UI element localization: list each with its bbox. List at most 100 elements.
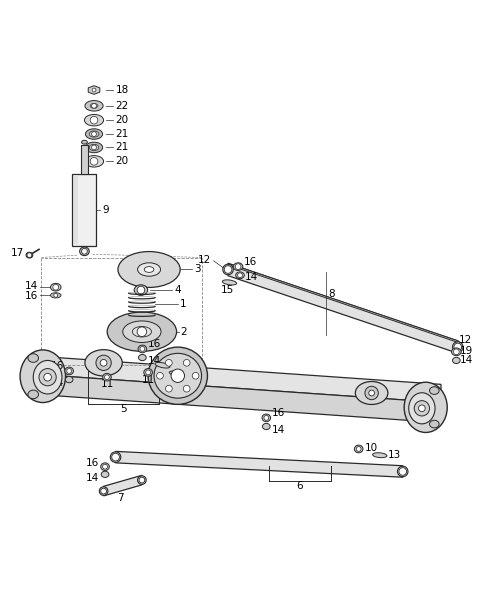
Circle shape <box>103 464 108 469</box>
Ellipse shape <box>65 367 73 375</box>
Text: 11: 11 <box>142 375 155 385</box>
Ellipse shape <box>132 327 152 337</box>
Ellipse shape <box>101 463 109 470</box>
Circle shape <box>399 468 407 475</box>
Text: 14: 14 <box>50 378 64 388</box>
Ellipse shape <box>85 101 103 111</box>
Text: 11: 11 <box>100 379 114 390</box>
Ellipse shape <box>169 371 184 377</box>
Circle shape <box>92 104 96 108</box>
Circle shape <box>53 284 59 290</box>
Circle shape <box>166 385 172 392</box>
Text: 19: 19 <box>460 347 473 356</box>
Ellipse shape <box>236 272 244 279</box>
Ellipse shape <box>123 321 161 342</box>
Text: 2: 2 <box>180 327 187 337</box>
Ellipse shape <box>138 263 160 276</box>
Ellipse shape <box>89 131 99 137</box>
Ellipse shape <box>28 390 38 399</box>
Ellipse shape <box>263 424 270 430</box>
Ellipse shape <box>453 342 463 352</box>
Circle shape <box>100 359 107 366</box>
Text: 1: 1 <box>180 299 186 309</box>
Circle shape <box>224 265 232 273</box>
Ellipse shape <box>139 355 146 361</box>
Circle shape <box>92 132 96 136</box>
Ellipse shape <box>85 142 103 153</box>
Circle shape <box>166 359 172 366</box>
Circle shape <box>365 386 378 400</box>
Ellipse shape <box>404 382 447 433</box>
Ellipse shape <box>84 115 104 126</box>
Circle shape <box>39 368 56 386</box>
Text: 14: 14 <box>460 356 473 365</box>
Ellipse shape <box>110 452 121 462</box>
Circle shape <box>156 373 163 379</box>
Circle shape <box>82 248 87 254</box>
Ellipse shape <box>154 353 202 398</box>
Ellipse shape <box>430 387 439 395</box>
Circle shape <box>137 286 145 294</box>
Ellipse shape <box>134 285 148 295</box>
Ellipse shape <box>99 487 108 495</box>
Circle shape <box>356 447 361 451</box>
Ellipse shape <box>144 368 153 376</box>
Ellipse shape <box>82 140 87 144</box>
Circle shape <box>146 370 151 375</box>
Circle shape <box>92 145 96 150</box>
Ellipse shape <box>80 247 89 256</box>
Text: 13: 13 <box>387 450 401 460</box>
Ellipse shape <box>65 376 73 382</box>
Circle shape <box>139 477 145 483</box>
Text: 22: 22 <box>116 101 129 111</box>
Ellipse shape <box>50 293 61 298</box>
Bar <box>81 145 88 174</box>
Circle shape <box>105 375 109 379</box>
Ellipse shape <box>107 312 177 351</box>
Text: 16: 16 <box>272 408 285 418</box>
Text: 14: 14 <box>148 356 161 367</box>
Ellipse shape <box>138 476 146 484</box>
Circle shape <box>90 158 98 165</box>
Circle shape <box>90 116 98 124</box>
Text: 14: 14 <box>25 281 38 291</box>
Text: 17: 17 <box>11 248 24 258</box>
Ellipse shape <box>148 347 207 404</box>
Text: 21: 21 <box>116 129 129 139</box>
Ellipse shape <box>33 361 62 394</box>
Text: 8: 8 <box>328 289 335 299</box>
Ellipse shape <box>430 420 439 428</box>
Circle shape <box>44 373 51 381</box>
Ellipse shape <box>89 144 99 150</box>
Ellipse shape <box>452 348 461 356</box>
Circle shape <box>27 253 32 258</box>
Circle shape <box>238 273 242 278</box>
Ellipse shape <box>103 373 111 381</box>
Text: 21: 21 <box>116 142 129 153</box>
Circle shape <box>101 488 107 494</box>
Circle shape <box>369 390 374 396</box>
Ellipse shape <box>85 350 122 376</box>
Polygon shape <box>116 451 403 477</box>
Text: 14: 14 <box>245 272 258 282</box>
Polygon shape <box>228 263 458 353</box>
Ellipse shape <box>155 362 170 368</box>
Circle shape <box>54 293 58 298</box>
Circle shape <box>419 405 425 411</box>
Text: 18: 18 <box>116 85 129 95</box>
Ellipse shape <box>20 350 66 402</box>
Ellipse shape <box>90 104 98 108</box>
Circle shape <box>92 88 96 92</box>
Circle shape <box>235 264 241 270</box>
Ellipse shape <box>262 414 271 422</box>
Text: 20: 20 <box>116 115 129 125</box>
Circle shape <box>264 416 269 420</box>
Text: 15: 15 <box>221 285 234 295</box>
Ellipse shape <box>222 280 237 285</box>
Circle shape <box>414 401 430 416</box>
Ellipse shape <box>50 284 61 291</box>
Text: 15: 15 <box>167 356 180 367</box>
Circle shape <box>171 369 184 382</box>
Text: 7: 7 <box>117 493 124 503</box>
Ellipse shape <box>28 354 38 362</box>
